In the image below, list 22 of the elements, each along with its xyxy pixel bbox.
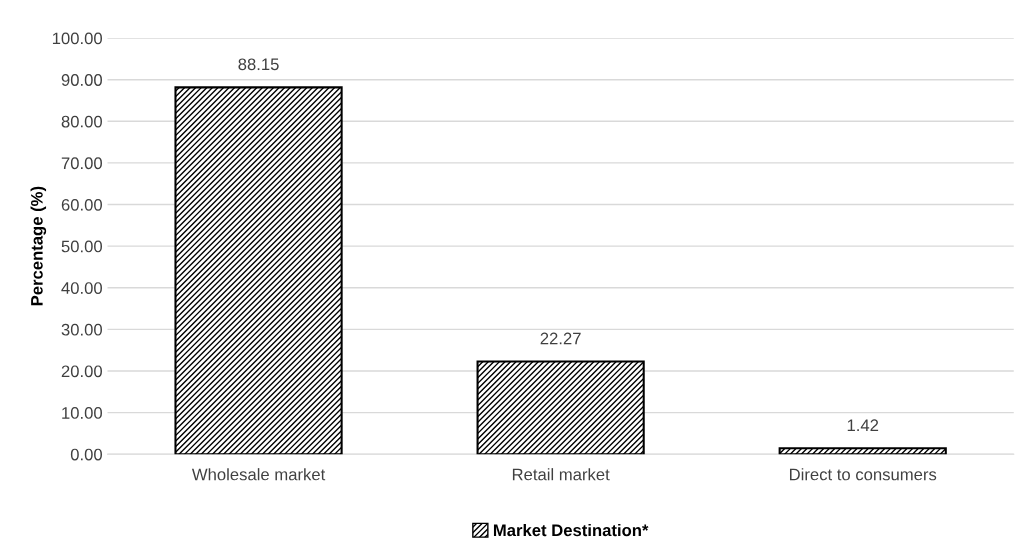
x-tick-label: Wholesale market	[191, 468, 326, 481]
y-tick-label: 100.00	[52, 32, 103, 45]
y-tick-label: 20.00	[61, 365, 103, 378]
y-tick-label: 0.00	[70, 448, 103, 461]
data-label: 88.15	[238, 58, 279, 71]
y-tick-label: 60.00	[61, 198, 103, 211]
bar	[174, 86, 343, 455]
y-tick-label: 50.00	[61, 240, 103, 253]
y-tick-label: 40.00	[61, 282, 103, 294]
x-tick-label: Retail market	[512, 468, 610, 481]
y-tick-label: 70.00	[61, 157, 103, 170]
y-axis-title: Percentage (%)	[30, 186, 47, 306]
data-label: 1.42	[847, 419, 879, 431]
y-tick-label: 90.00	[61, 74, 103, 86]
legend-label: Market Destination*	[493, 523, 649, 537]
bar	[778, 447, 947, 455]
y-tick-label: 80.00	[61, 115, 103, 128]
y-tick-label: 10.00	[62, 407, 103, 419]
y-tick-label: 30.00	[61, 323, 103, 336]
x-tick-label: Direct to consumers	[789, 468, 937, 481]
bar	[476, 360, 645, 455]
data-label: 22.27	[540, 332, 581, 345]
